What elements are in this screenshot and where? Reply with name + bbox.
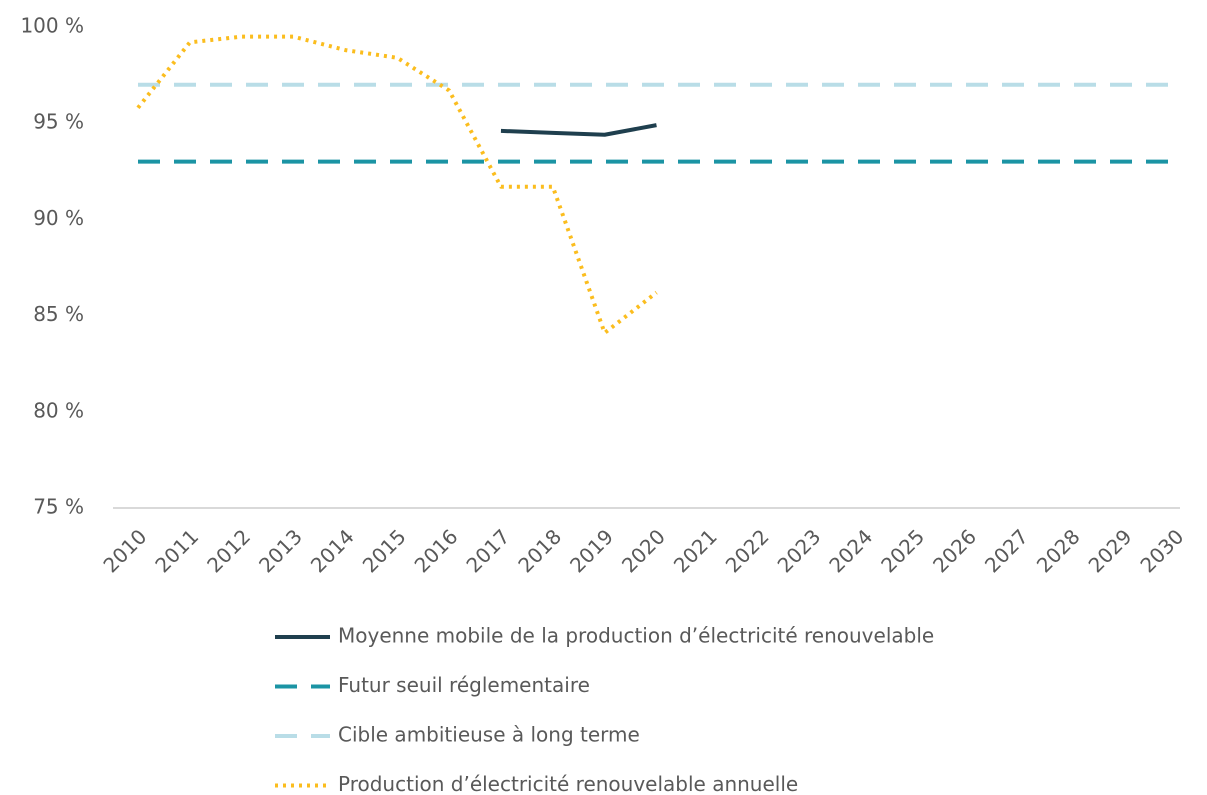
x-tick-label: 2016	[410, 524, 463, 577]
x-tick-label: 2023	[773, 524, 826, 577]
y-tick-label: 85 %	[33, 302, 84, 326]
series-line	[136, 34, 658, 335]
x-tick-label: 2027	[980, 524, 1033, 577]
x-tick-label: 2013	[254, 524, 307, 577]
legend-label: Cible ambitieuse à long terme	[338, 723, 640, 747]
y-tick-label: 95 %	[33, 110, 84, 134]
x-tick-label: 2024	[824, 524, 877, 577]
x-tick-label: 2028	[1032, 524, 1085, 577]
x-tick-label: 2015	[358, 524, 411, 577]
x-tick-label: 2025	[876, 524, 929, 577]
y-tick-label: 90 %	[33, 206, 84, 230]
x-tick-label: 2020	[617, 524, 670, 577]
legend-label: Moyenne mobile de la production d’électr…	[338, 624, 934, 648]
x-tick-label: 2017	[461, 524, 514, 577]
x-tick-label: 2010	[98, 524, 151, 577]
x-tick-label: 2030	[1135, 524, 1188, 577]
y-tick-label: 100 %	[20, 14, 84, 38]
x-tick-label: 2029	[1084, 524, 1137, 577]
x-tick-label: 2022	[721, 524, 774, 577]
x-tick-label: 2011	[150, 524, 203, 577]
series-line	[500, 123, 657, 137]
x-tick-label: 2021	[669, 524, 722, 577]
legend-label: Futur seuil réglementaire	[338, 673, 590, 697]
x-tick-label: 2014	[306, 524, 359, 577]
y-tick-label: 75 %	[33, 495, 84, 519]
x-tick-label: 2018	[513, 524, 566, 577]
x-tick-label: 2026	[928, 524, 981, 577]
legend-label: Production d’électricité renouvelable an…	[338, 772, 798, 795]
x-tick-label: 2012	[202, 524, 255, 577]
y-tick-label: 80 %	[33, 398, 84, 422]
x-tick-label: 2019	[565, 524, 618, 577]
